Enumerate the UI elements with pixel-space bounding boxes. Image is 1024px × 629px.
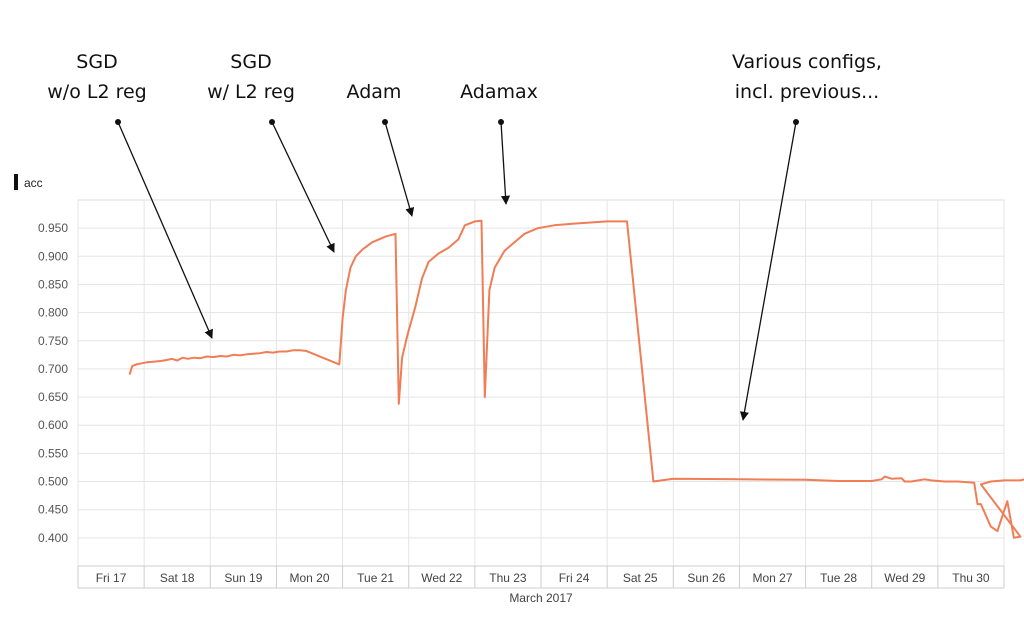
y-axis-label: acc: [24, 176, 43, 190]
y-tick-label: 0.600: [38, 418, 68, 432]
annotation-arrow: [117, 121, 213, 339]
annotation-text: w/ L2 reg: [207, 81, 295, 103]
annotation-text: Adam: [347, 81, 402, 103]
x-tick-label: Sat 18: [160, 571, 195, 585]
x-axis-label: March 2017: [509, 591, 573, 605]
x-tick-label: Thu 23: [489, 571, 527, 585]
y-axis: 0.950 0.900 0.850 0.800 0.750 0.700 0.650 0.600…: [38, 221, 68, 545]
y-axis-label-marker: [14, 174, 18, 190]
y-tick-label: 0.800: [38, 306, 68, 320]
y-tick-label: 0.550: [38, 446, 68, 460]
annotations-layer: SGD w/o L2 reg SGD w/ L2 reg Adam Adamax Vario…: [47, 51, 882, 421]
x-tick-label: Fri 24: [559, 571, 590, 585]
y-tick-label: 0.400: [38, 531, 68, 545]
y-tick-label: 0.900: [38, 249, 68, 263]
y-tick-label: 0.650: [38, 390, 68, 404]
series-line: [128, 219, 1024, 539]
y-tick-label: 0.700: [38, 362, 68, 376]
chart-grid: [77, 199, 1005, 567]
x-tick-label: Thu 30: [952, 571, 990, 585]
y-tick-label: 0.500: [38, 475, 68, 489]
y-tick-label: 0.750: [38, 334, 68, 348]
x-tick-label: Tue 21: [357, 571, 394, 585]
x-tick-label: Fri 17: [96, 571, 127, 585]
x-tick-label: Sun 26: [687, 571, 725, 585]
annotation-text: incl. previous...: [735, 81, 879, 103]
x-tick-label: Mon 27: [752, 571, 792, 585]
x-axis: Fri 17 Sat 18 Sun 19 Mon 20 Tue 21 Wed 22 Thu …: [77, 565, 1005, 589]
x-tick-label: Wed 29: [884, 571, 925, 585]
x-tick-label: Sun 19: [224, 571, 262, 585]
annotation-arrow: [500, 121, 511, 205]
y-tick-label: 0.950: [38, 221, 68, 235]
annotation-text: Various configs,: [732, 51, 882, 73]
y-tick-label: 0.450: [38, 503, 68, 517]
series-layer: [128, 219, 1024, 539]
annotation-text: w/o L2 reg: [47, 81, 146, 103]
annotation-arrow: [384, 121, 415, 217]
x-tick-label: Sat 25: [623, 571, 658, 585]
annotation-arrow: [739, 121, 797, 421]
annotation-text: SGD: [76, 51, 117, 73]
annotation-text: SGD: [230, 51, 271, 73]
annotation-arrow: [271, 121, 335, 253]
annotation-text: Adamax: [460, 81, 538, 103]
y-tick-label: 0.850: [38, 277, 68, 291]
x-tick-label: Wed 22: [421, 571, 462, 585]
x-tick-label: Mon 20: [289, 571, 329, 585]
x-tick-label: Tue 28: [820, 571, 857, 585]
